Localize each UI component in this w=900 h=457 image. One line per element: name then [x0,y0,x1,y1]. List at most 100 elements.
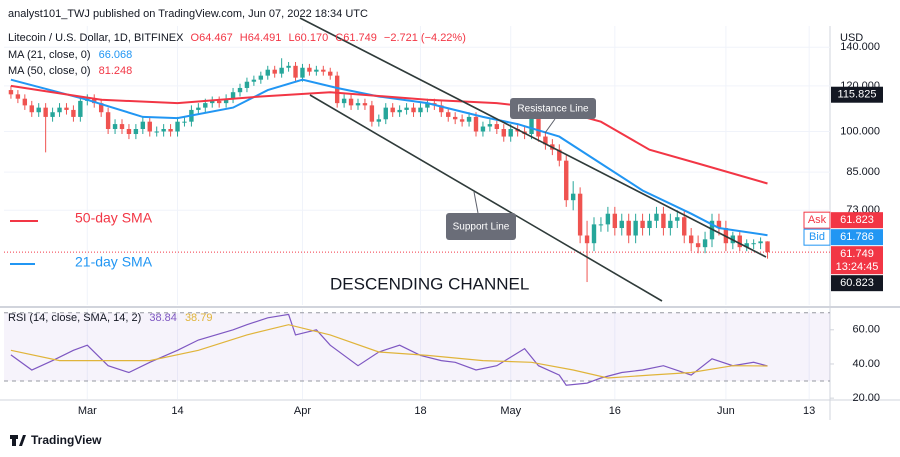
candle-body [619,220,624,229]
candle-body [626,220,631,236]
rsi-tick-label: 60.00 [852,324,880,336]
price-label: 60.823 [840,277,874,289]
x-tick-label: 13 [803,405,815,417]
candle-body [369,105,375,122]
candle-body [564,160,569,201]
candle-body [758,241,763,244]
candle-body [459,119,465,122]
candle-body [376,119,382,122]
candle-body [501,129,506,137]
legend-close: C61.749 [335,32,377,44]
candle-body [543,136,548,145]
candle-body [286,65,291,68]
legend-open: O64.467 [191,32,233,44]
rsi-sma-value: 38.79 [185,312,213,324]
price-pane: Mar 14 Apr 18 May 16 Jun 13140.000120.000100.00… [4,41,883,417]
candle-body [168,129,173,132]
ma21-value: 66.068 [99,49,133,61]
logo-stem [12,439,16,446]
candle-body [418,107,423,113]
support-callout-pointer [473,191,479,214]
candle-body [654,213,659,221]
candle-body [119,124,125,130]
candle-body [161,129,166,132]
countdown-label: 13:24:45 [836,261,879,273]
candle-body [390,107,395,113]
candle-body [154,131,159,133]
candle-body [334,75,340,104]
price-label-box [831,212,883,229]
symbol: Litecoin / U.S. Dollar, 1D, BITFINEX [8,32,184,44]
candle-body [307,67,312,72]
candle-body [210,100,215,104]
candle-body [675,217,680,221]
y-tick-label: 100.000 [840,125,880,137]
candle-body [529,116,534,135]
support-label: Support Line [453,222,510,233]
price-label-name: Ask [808,214,827,226]
candle-body [341,98,347,104]
footer-logo [10,435,26,446]
candle-body [668,220,673,229]
channel-annotation: DESCENDING CHANNEL [330,274,529,293]
ma21-name: MA (21, close, 0) [8,49,91,61]
candle-body [480,126,486,132]
logo-slash [19,435,26,446]
candle-body [640,220,645,229]
candle-body [716,220,722,229]
candle-body [452,116,458,120]
candle-body [494,124,500,130]
x-tick-label: 16 [609,405,621,417]
candle-body [203,103,208,108]
sma21-annotation: 21-day SMA [75,254,153,270]
ma50-legend: MA (50, close, 0) 81.248 [8,65,132,77]
candle-body [605,213,611,225]
candle-body [300,67,305,78]
rsi-line [10,324,768,379]
rsi-pane: 60.00 40.00 20.00 [4,312,880,404]
candle-body [591,224,597,244]
candle-body [348,98,354,106]
candle-body [355,103,361,106]
resistance-trend-line [299,17,767,258]
legend-low: L60.170 [288,32,328,44]
support-trend-line [309,94,663,302]
sma50-annotation: 50-day SMA [75,210,153,226]
candle-body [98,103,104,113]
candle-body [147,121,152,132]
resistance-label: Resistance Line [517,104,589,115]
price-label: 115.825 [838,89,877,101]
price-label-name: Bid [809,231,825,243]
price-label-box [831,246,883,275]
legend-change: −2.721 (−4.22%) [384,32,466,44]
x-tick-label: Apr [294,405,311,417]
candle-body [36,107,41,113]
candle-body [321,69,326,72]
support-callout [446,213,516,240]
candle-body [473,116,479,132]
candle-body [78,100,83,117]
x-tick-label: 14 [171,405,183,417]
y-tick-label: 140.000 [840,41,880,53]
rsi-legend: RSI (14, close, SMA, 14, 2) 38.84 38.79 [8,312,212,324]
resistance-callout [510,98,596,119]
x-tick-label: Jun [717,405,735,417]
header: analyst101_TWJ published on TradingView.… [8,8,368,20]
price-label-box [831,229,883,246]
candle-body [737,235,742,248]
candle-body [383,107,388,120]
resistance-callout-pointer [544,118,556,134]
price-label-box [831,275,883,292]
candle-body [133,129,139,135]
candle-body [112,124,118,130]
price-label-box [831,86,883,103]
candle-body [362,103,368,106]
rsi-line [10,313,768,386]
candle-body [140,121,146,130]
candle-body [570,193,576,201]
x-tick-label: Mar [78,405,97,417]
price-label: 61.786 [840,231,874,243]
candle-body [175,121,180,132]
candle-body [105,112,111,130]
candle-body [258,75,264,80]
